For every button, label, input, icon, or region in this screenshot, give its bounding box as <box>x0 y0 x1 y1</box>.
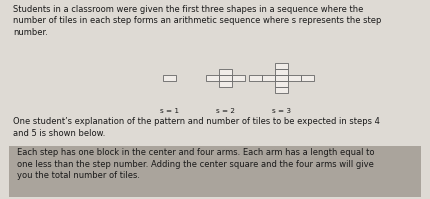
Bar <box>219 69 232 75</box>
Bar <box>249 75 262 81</box>
Bar <box>262 75 275 81</box>
Bar <box>288 75 301 81</box>
Text: One student’s explanation of the pattern and number of tiles to be expected in s: One student’s explanation of the pattern… <box>13 117 380 138</box>
FancyBboxPatch shape <box>9 146 421 197</box>
Bar <box>232 75 245 81</box>
Bar <box>275 63 288 69</box>
Bar <box>275 69 288 75</box>
Text: s = 3: s = 3 <box>272 108 291 114</box>
Bar <box>219 75 232 81</box>
Bar <box>275 87 288 93</box>
Bar <box>301 75 314 81</box>
Bar <box>206 75 219 81</box>
Bar <box>219 81 232 87</box>
Text: s = 1: s = 1 <box>160 108 179 114</box>
Text: Each step has one block in the center and four arms. Each arm has a length equal: Each step has one block in the center an… <box>17 148 375 180</box>
Bar <box>275 81 288 87</box>
Bar <box>163 75 176 81</box>
Bar <box>275 75 288 81</box>
Text: s = 2: s = 2 <box>216 108 235 114</box>
Text: Students in a classroom were given the first three shapes in a sequence where th: Students in a classroom were given the f… <box>13 5 381 37</box>
